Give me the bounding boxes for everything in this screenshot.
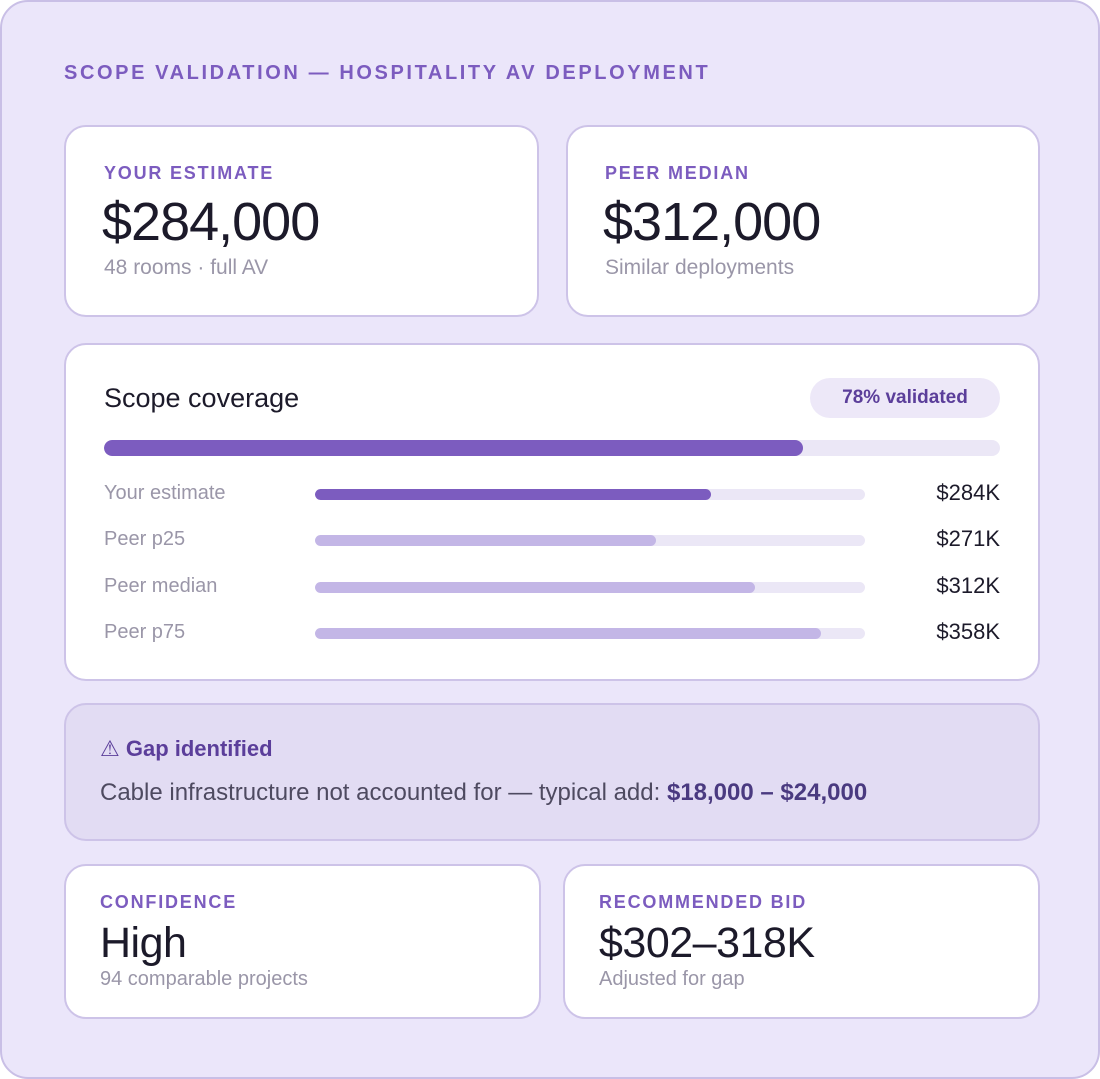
peer-median-card: PEER MEDIAN $312,000 Similar deployments (566, 125, 1040, 317)
gap-description: Cable infrastructure not accounted for —… (100, 779, 867, 807)
row-value-your-estimate: $284K (936, 480, 1000, 505)
recommended-bid-label: RECOMMENDED BID (599, 892, 808, 912)
page-title: SCOPE VALIDATION — HOSPITALITY AV DEPLOY… (64, 62, 711, 84)
recommended-bid-value: $302–318K (599, 919, 815, 967)
coverage-progress-bar (104, 440, 1000, 456)
gap-title-row: ⚠ Gap identified (100, 736, 273, 762)
row-bar-peer-p75 (315, 628, 865, 639)
peer-median-label: PEER MEDIAN (605, 163, 750, 183)
recommended-bid-subtext: Adjusted for gap (599, 968, 745, 990)
row-value-peer-p75: $358K (936, 619, 1000, 644)
gap-text: Cable infrastructure not accounted for —… (100, 779, 667, 806)
recommended-bid-card: RECOMMENDED BID $302–318K Adjusted for g… (563, 864, 1040, 1019)
gap-alert: ⚠ Gap identified Cable infrastructure no… (64, 703, 1040, 841)
estimate-value: $284,000 (102, 192, 320, 252)
coverage-title: Scope coverage (104, 383, 300, 413)
row-fill (315, 582, 755, 593)
coverage-progress-fill (104, 440, 803, 456)
confidence-value: High (100, 919, 187, 967)
estimate-label: YOUR ESTIMATE (104, 163, 275, 183)
row-bar-peer-median (315, 582, 865, 593)
gap-title: Gap identified (125, 736, 273, 761)
row-bar-peer-p25 (315, 535, 865, 546)
row-label-peer-p75: Peer p75 (104, 621, 186, 643)
row-fill (315, 535, 656, 546)
row-fill (315, 489, 711, 500)
peer-median-value: $312,000 (603, 192, 821, 252)
row-value-peer-p25: $271K (936, 526, 1000, 551)
validated-badge: 78% validated (810, 378, 1000, 418)
estimate-card: YOUR ESTIMATE $284,000 48 rooms · full A… (64, 125, 539, 317)
warning-icon: ⚠ (100, 736, 120, 761)
row-fill (315, 628, 821, 639)
row-label-peer-median: Peer median (104, 575, 218, 597)
row-value-peer-median: $312K (936, 573, 1000, 598)
gap-amount: $18,000 – $24,000 (666, 779, 868, 806)
scope-coverage-card: Scope coverage 78% validated Your estima… (64, 343, 1040, 681)
confidence-subtext: 94 comparable projects (100, 968, 308, 990)
row-label-your-estimate: Your estimate (104, 482, 226, 504)
confidence-card: CONFIDENCE High 94 comparable projects (64, 864, 541, 1019)
row-bar-your-estimate (315, 489, 865, 500)
row-label-peer-p25: Peer p25 (104, 528, 186, 550)
estimate-subtext: 48 rooms · full AV (104, 256, 269, 279)
peer-median-subtext: Similar deployments (605, 256, 795, 279)
confidence-label: CONFIDENCE (100, 892, 238, 912)
